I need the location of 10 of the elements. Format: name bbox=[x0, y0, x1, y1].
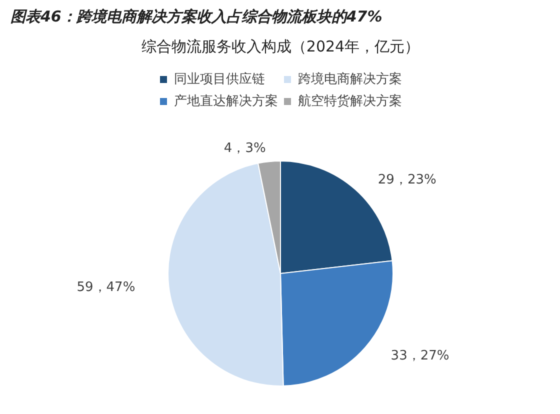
legend-label: 跨境电商解决方案 bbox=[298, 71, 402, 88]
data-label: 59，47% bbox=[76, 280, 136, 296]
legend-label: 产地直达解决方案 bbox=[174, 93, 278, 110]
chart-subtitle: 综合物流服务收入构成（2024年，亿元） bbox=[141, 38, 420, 56]
data-label: 33，27% bbox=[390, 348, 450, 364]
legend-label: 航空特货解决方案 bbox=[298, 93, 402, 110]
legend-label: 同业项目供应链 bbox=[174, 71, 265, 88]
data-label: 4，3% bbox=[224, 141, 266, 156]
data-label: 29，23% bbox=[378, 172, 436, 188]
chart-title: 图表46：跨境电商解决方案收入占综合物流板块的47% bbox=[10, 8, 382, 26]
